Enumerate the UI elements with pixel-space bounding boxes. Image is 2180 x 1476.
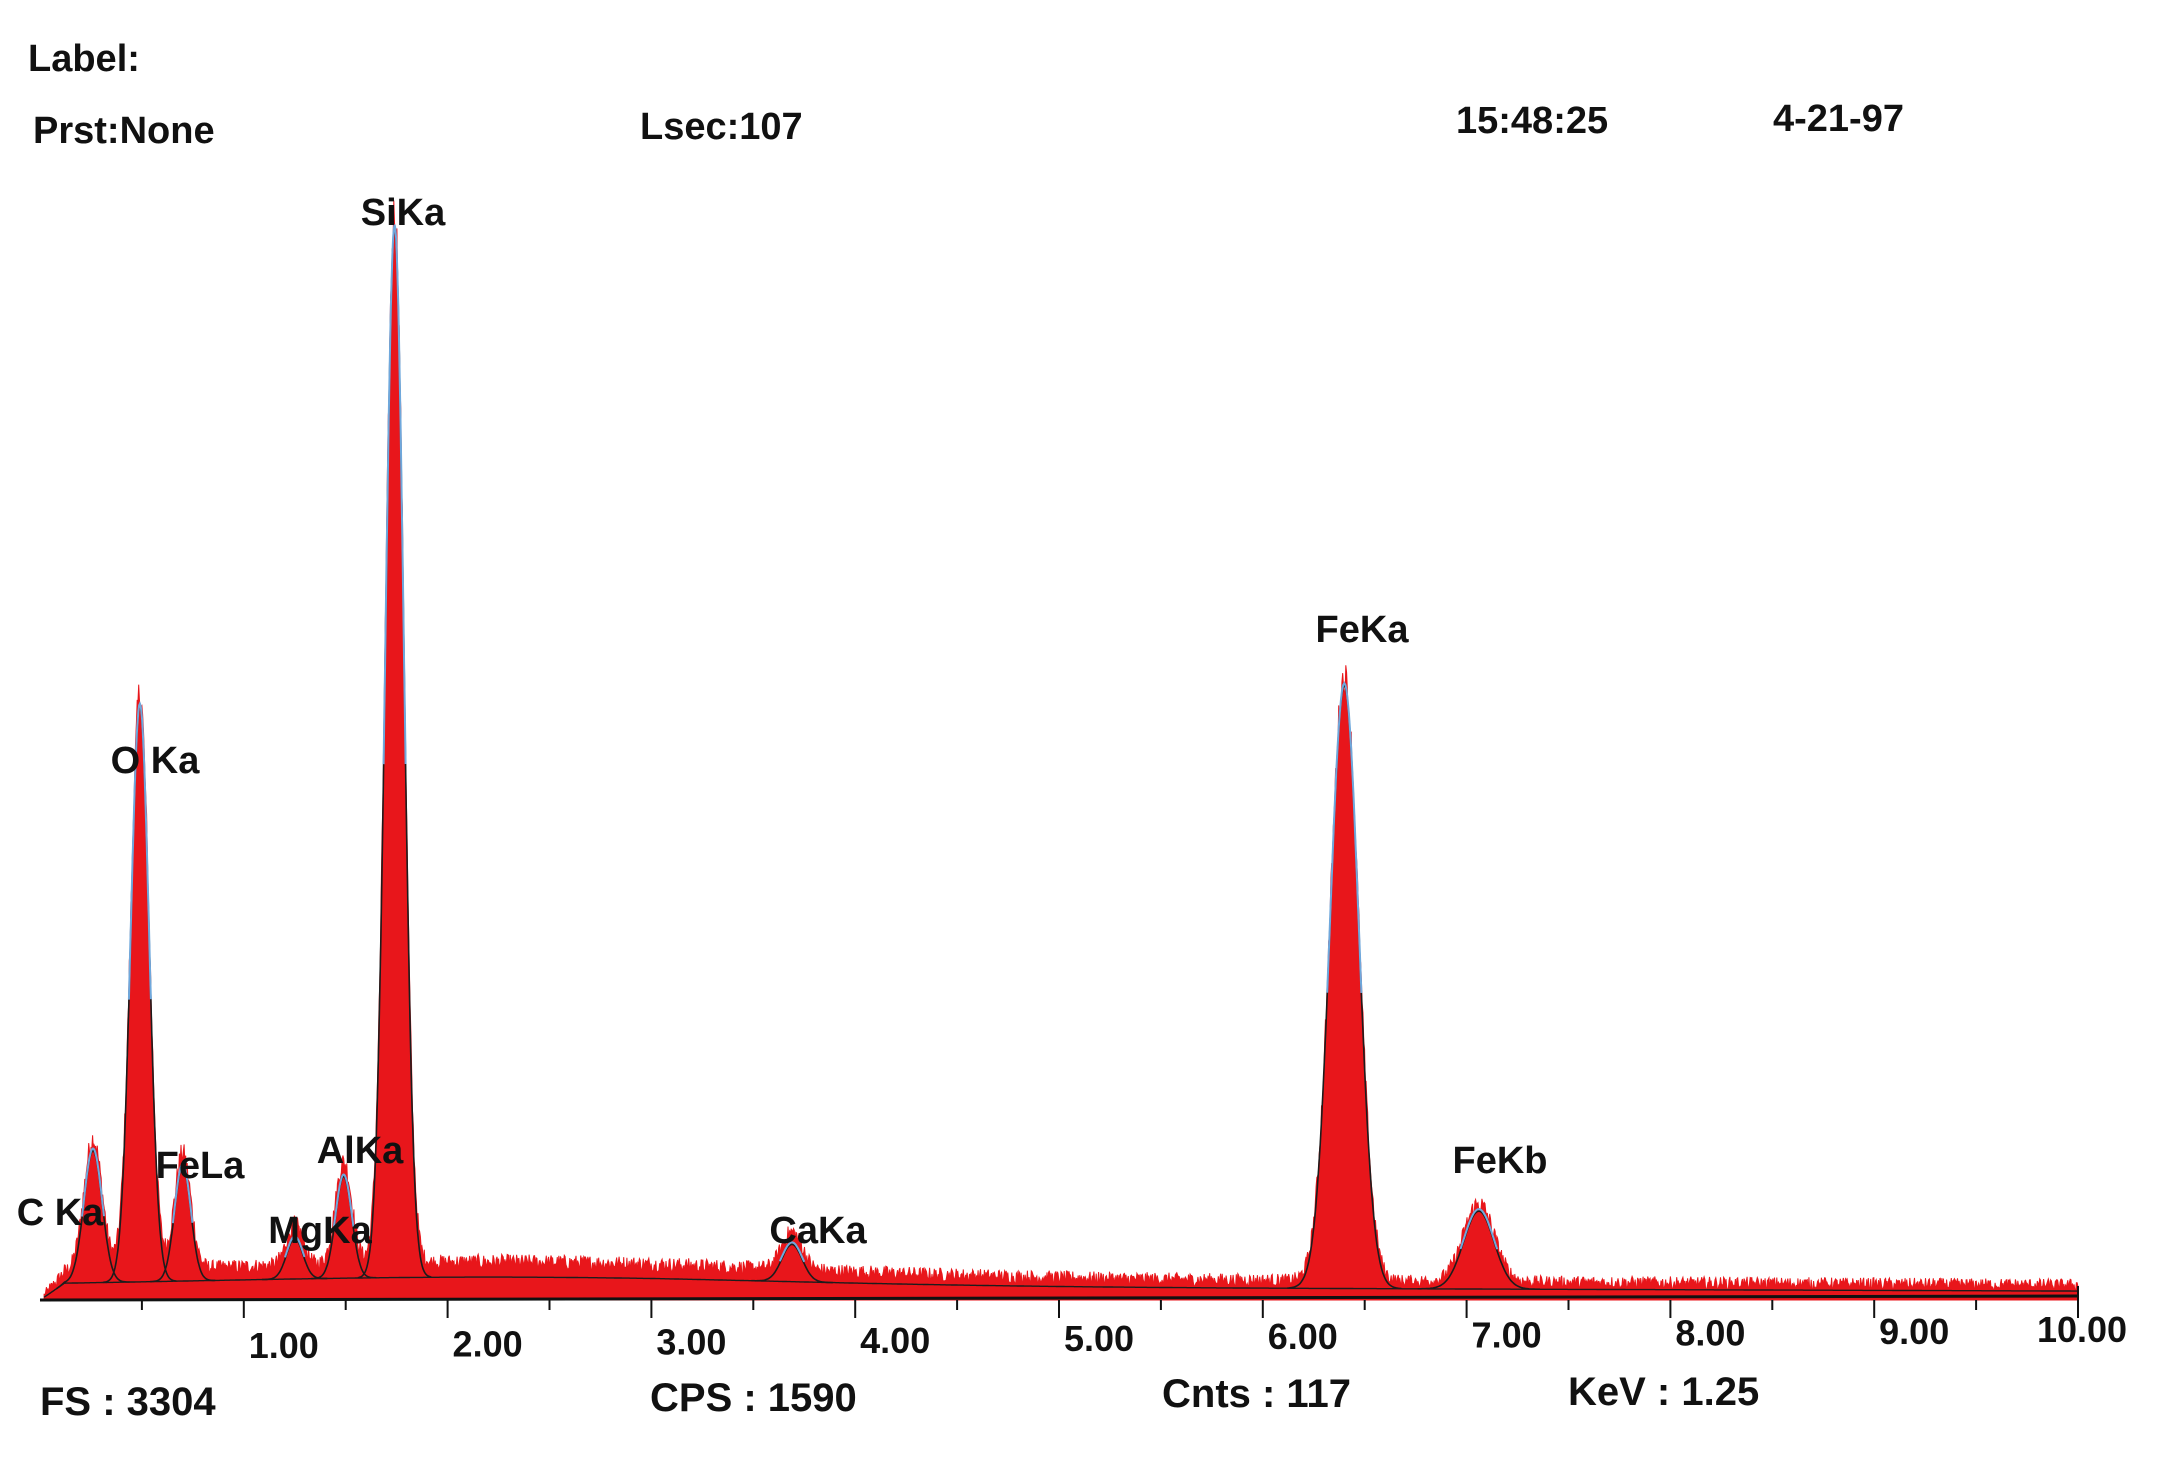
full-scale-readout: FS : 3304 [40, 1380, 216, 1424]
spectrum-layer [43, 200, 2079, 1301]
fit-background-line [43, 1276, 2078, 1298]
x-tick-label: 6.00 [1268, 1316, 1338, 1357]
x-tick-label: 5.00 [1064, 1318, 1134, 1359]
fit-peak-fekb [1417, 1210, 1540, 1290]
fit-peak-mgka [262, 1237, 328, 1281]
x-tick-label: 10.00 [2037, 1309, 2127, 1350]
fit-highlight-sika [382, 224, 407, 765]
fit-peak-caka [751, 1243, 833, 1284]
fit-highlight-alka [332, 1173, 355, 1227]
fit-highlight-o-ka [127, 700, 152, 1000]
cps-readout: CPS : 1590 [650, 1376, 857, 1420]
label-field: Label: [28, 38, 140, 80]
x-tick-label: 4.00 [860, 1320, 930, 1361]
peak-label-feka: FeKa [1316, 609, 1410, 651]
peak-label-c-ka: C Ka [17, 1192, 104, 1234]
peak-label-o-ka: O Ka [111, 740, 201, 782]
fit-peak-fela [150, 1164, 216, 1283]
fit-highlight-fela [171, 1162, 194, 1224]
counts-readout: Cnts : 117 [1162, 1372, 1351, 1416]
energy-axis: 1.00 2.00 3.00 4.00 5.00 6.00 7.00 8.00 9.00 10.0… [39, 1286, 2127, 1366]
fit-highlight-caka [778, 1241, 806, 1263]
peak-label-caka: CaKa [769, 1210, 867, 1252]
fit-highlight-feka [1326, 681, 1363, 993]
x-tick-label: 1.00 [249, 1325, 319, 1366]
x-tick-label: 9.00 [1879, 1311, 1949, 1352]
peak-label-sika: SiKa [361, 192, 446, 234]
peak-labels: C Ka O Ka FeLa MgKa AlKa SiKa CaKa FeKa FeKb [17, 192, 1548, 1252]
fit-peak-feka [1287, 683, 1402, 1290]
fit-peak-alka [311, 1175, 377, 1280]
fit-highlight-mgka [284, 1235, 306, 1258]
x-tick-label: 7.00 [1472, 1314, 1542, 1355]
acquisition-date: 4-21-97 [1773, 98, 1904, 140]
fit-highlight-fekb [1459, 1208, 1499, 1250]
peak-label-alka: AlKa [317, 1130, 404, 1172]
fit-highlight-c-ka [81, 1147, 105, 1217]
fit-peak-c-ka [55, 1149, 130, 1290]
peak-label-mgka: MgKa [268, 1210, 372, 1252]
kev-readout: KeV : 1.25 [1568, 1370, 1760, 1414]
x-tick-label: 3.00 [656, 1322, 726, 1363]
x-tick-label: 2.00 [453, 1323, 523, 1364]
preset-field: Prst:None [33, 110, 215, 152]
peak-label-fekb: FeKb [1453, 1140, 1548, 1182]
x-tick-label: 8.00 [1675, 1313, 1745, 1354]
live-seconds: Lsec:107 [640, 106, 803, 148]
peak-label-fela: FeLa [156, 1145, 246, 1187]
x-axis-line [39, 1294, 2079, 1302]
acquisition-time: 15:48:25 [1456, 100, 1609, 142]
